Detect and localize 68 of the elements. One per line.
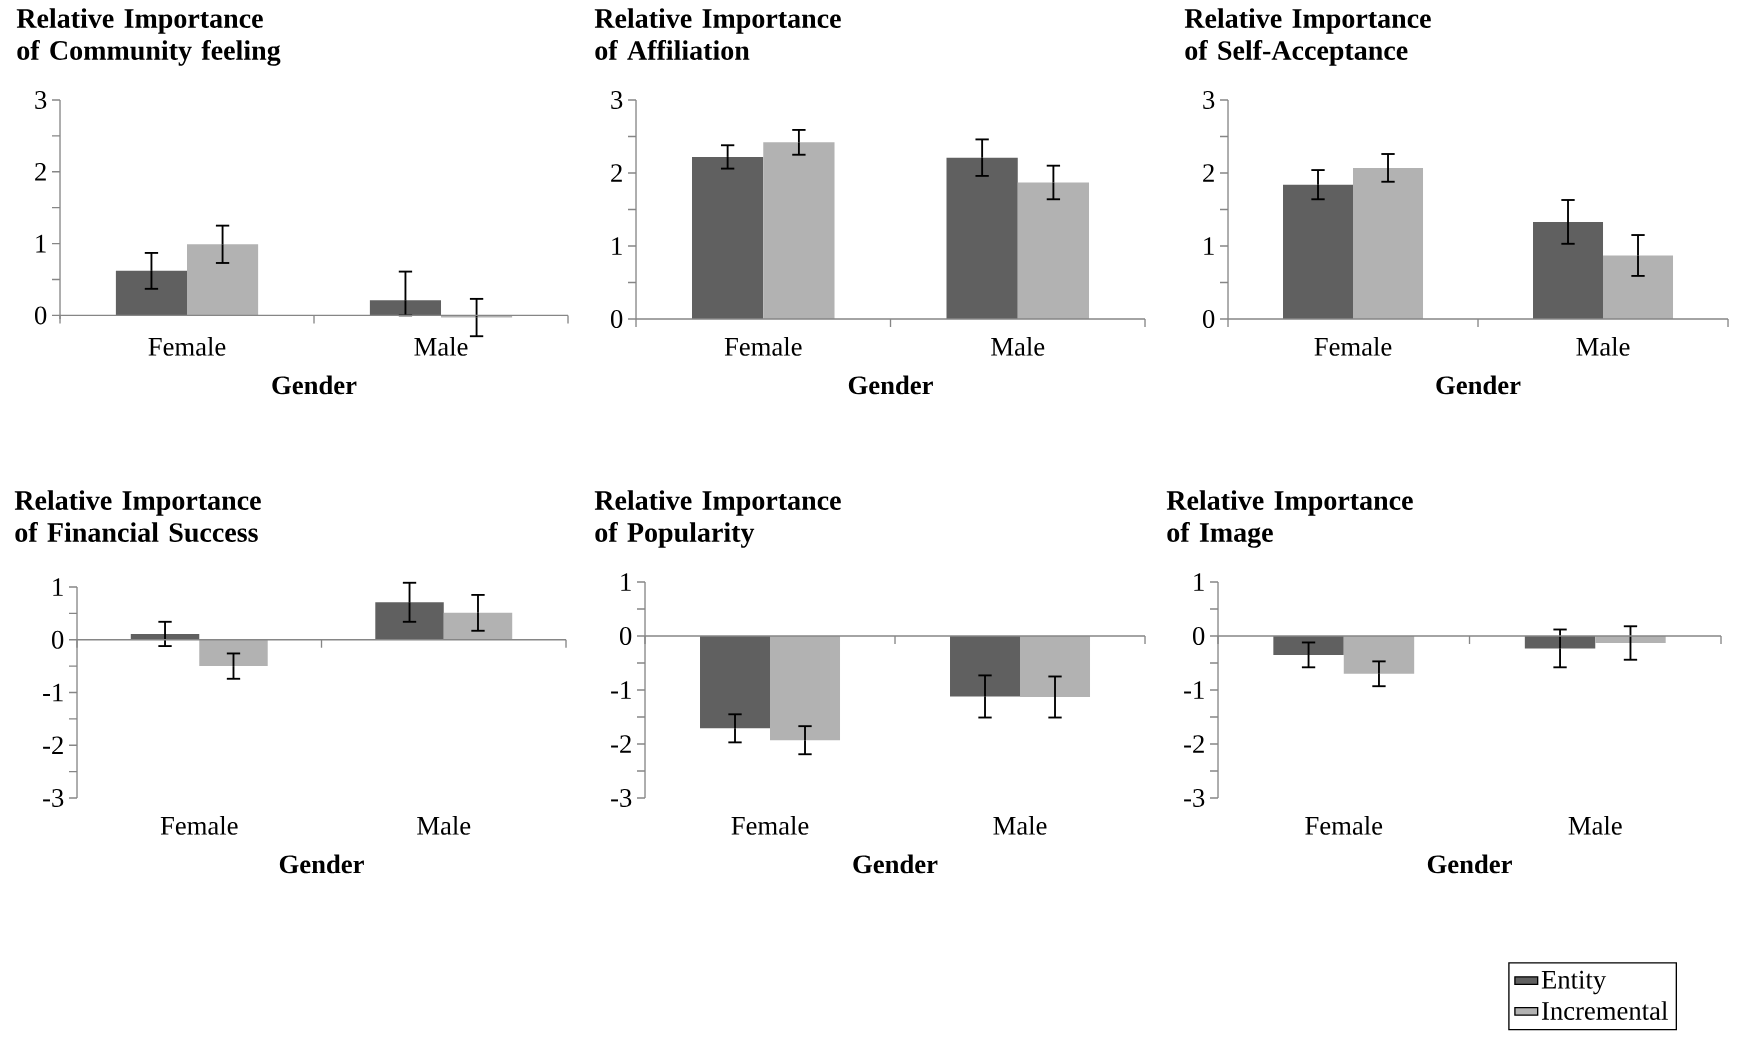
bar [375, 602, 444, 640]
bar [443, 612, 513, 640]
chart-title: Relative Importance of Financial Success [14, 490, 261, 543]
y-tick-label: -3 [1184, 789, 1205, 807]
bar [1603, 255, 1674, 319]
y-tick-label: 1 [612, 237, 622, 255]
x-tick-label: Male [417, 816, 471, 835]
x-tick-label: Male [1568, 816, 1622, 835]
x-tick-label: Male [414, 337, 468, 356]
y-tick-label: 2 [611, 164, 622, 182]
y-tick-label: -2 [1184, 735, 1204, 753]
bar [115, 270, 188, 316]
legend-label: Entity [1541, 970, 1607, 995]
bar [1017, 182, 1090, 319]
x-tick-label: Female [160, 816, 238, 835]
bar [1283, 184, 1354, 319]
x-axis-title: Gender [1427, 854, 1512, 874]
chart-title: Relative Importance of Popularity [594, 490, 841, 548]
chart-title: Relative Importance of Image [1166, 490, 1413, 548]
chart-title: Relative Importance of Community feeling [16, 8, 281, 66]
bar [946, 157, 1018, 319]
y-tick-label: -1 [1184, 681, 1204, 699]
y-tick-label: -1 [611, 681, 631, 699]
x-tick-label: Female [731, 816, 809, 835]
bar [1353, 167, 1424, 319]
y-tick-label: 1 [53, 578, 63, 596]
x-tick-label: Female [724, 337, 802, 356]
y-tick-label: -2 [43, 736, 63, 755]
y-tick-label: 1 [621, 573, 631, 591]
x-tick-label: Male [1576, 337, 1630, 356]
x-tick-label: Female [148, 337, 226, 356]
x-axis-title: Gender [1436, 375, 1521, 395]
legend-label: Incremental [1541, 1001, 1668, 1020]
y-tick-label: 2 [35, 162, 46, 181]
x-axis-title: Gender [279, 854, 364, 874]
bar [1533, 221, 1604, 319]
bar [441, 315, 513, 318]
bar [369, 300, 442, 316]
y-tick-label: 1 [36, 234, 46, 253]
bar [199, 639, 268, 667]
y-tick-label: -1 [43, 683, 63, 702]
y-tick-label: 2 [1203, 164, 1214, 182]
x-tick-label: Male [993, 816, 1047, 835]
y-tick-label: -2 [611, 735, 631, 753]
bar [763, 142, 835, 319]
y-tick-label: 0 [610, 309, 623, 328]
chart-title: Relative Importance of Self-Acceptance [1184, 8, 1431, 66]
y-tick-label: 3 [1203, 91, 1215, 109]
x-tick-label: Male [991, 337, 1045, 356]
y-tick-label: 0 [51, 630, 64, 649]
y-tick-label: 0 [34, 306, 47, 325]
x-tick-label: Female [1305, 816, 1383, 835]
y-tick-label: 1 [1194, 573, 1204, 591]
y-tick-label: 3 [611, 91, 623, 109]
bar [692, 156, 764, 319]
x-axis-title: Gender [853, 854, 938, 874]
x-axis-title: Gender [272, 375, 357, 395]
x-tick-label: Female [1314, 337, 1392, 356]
y-tick-label: -3 [43, 789, 64, 807]
bar [187, 244, 259, 316]
y-tick-label: 1 [1204, 237, 1214, 255]
y-tick-label: 0 [1192, 626, 1205, 645]
y-tick-label: 0 [619, 626, 632, 645]
y-tick-label: 3 [35, 91, 47, 109]
y-tick-label: -3 [611, 789, 632, 807]
chart-title: Relative Importance of Affiliation [594, 8, 841, 60]
x-axis-title: Gender [848, 375, 933, 395]
y-tick-label: 0 [1202, 309, 1215, 328]
